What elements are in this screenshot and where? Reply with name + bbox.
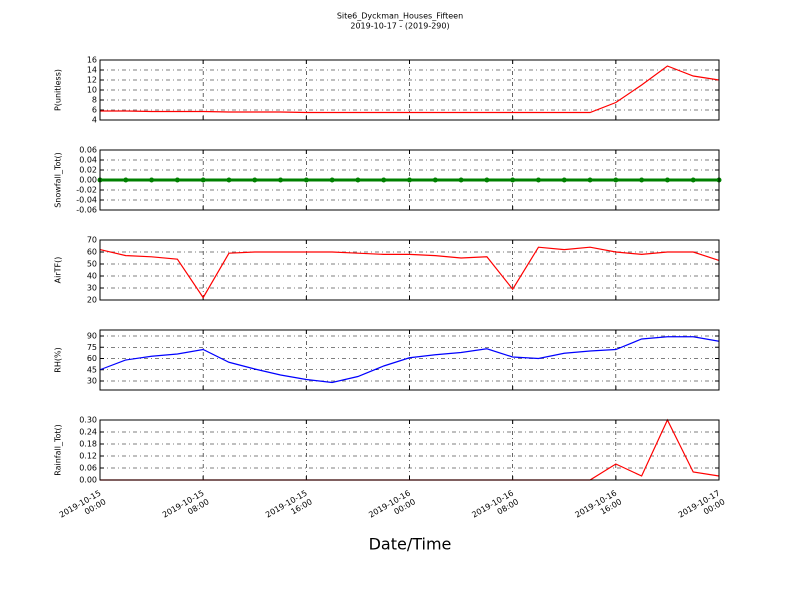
data-line [100, 65, 720, 114]
plot-frame [99, 239, 720, 301]
y-tick-label: 40 [87, 272, 97, 281]
y-tick-label: 30 [87, 284, 97, 293]
y-tick-label: -0.02 [76, 186, 97, 195]
data-point [226, 177, 232, 183]
y-tick-label: 50 [87, 260, 97, 269]
y-tick-label: 0.30 [79, 416, 97, 425]
y-tick-label: 10 [87, 86, 97, 95]
y-tick-label: 70 [87, 236, 97, 245]
x-axis-label: Date/Time [369, 535, 452, 554]
data-point [381, 177, 387, 183]
data-point [303, 177, 309, 183]
y-tick-label: -0.04 [76, 196, 97, 205]
data-point [123, 177, 129, 183]
y-tick-label: 14 [87, 66, 97, 75]
y-tick-label: 60 [87, 354, 97, 363]
data-point [639, 177, 645, 183]
data-point [484, 177, 490, 183]
y-axis-label: AirTF() [54, 257, 63, 284]
y-tick-label: 0.00 [79, 176, 97, 185]
y-tick-label: 0.06 [79, 146, 97, 155]
y-tick-label: 0.00 [79, 476, 97, 485]
chart-subtitle: 2019-10-17 - (2019-290) [350, 22, 449, 31]
data-point [278, 177, 284, 183]
data-line [99, 246, 720, 299]
y-tick-label: 0.04 [79, 156, 97, 165]
y-axis-label: Snowfall_Tot() [54, 152, 63, 208]
plot-frame [99, 149, 720, 211]
y-axis-label: Rainfall_Tot() [54, 424, 63, 476]
data-point [587, 177, 593, 183]
y-tick-label: -0.06 [76, 206, 97, 215]
y-tick-label: 12 [87, 76, 97, 85]
data-line [99, 336, 720, 384]
chart-title: Site6_Dyckman_Houses_Fifteen [337, 12, 463, 21]
data-point [690, 177, 696, 183]
data-point [149, 177, 155, 183]
y-tick-label: 20 [87, 296, 97, 305]
y-axis-label: P(unitless) [54, 69, 63, 111]
y-tick-label: 0.12 [79, 452, 97, 461]
y-axis-label: RH(%) [54, 347, 63, 372]
y-tick-label: 45 [87, 365, 97, 374]
data-point [613, 177, 619, 183]
y-tick-label: 0.02 [79, 166, 97, 175]
plot-frame [99, 59, 720, 121]
data-point [432, 177, 438, 183]
data-point [252, 177, 258, 183]
y-tick-label: 75 [87, 343, 97, 352]
data-point [174, 177, 180, 183]
y-tick-label: 0.18 [79, 440, 97, 449]
data-point [355, 177, 361, 183]
data-point [200, 177, 206, 183]
plot-frame [99, 419, 720, 481]
data-point [561, 177, 567, 183]
data-point [407, 177, 412, 183]
y-tick-label: 0.24 [79, 428, 97, 437]
y-tick-label: 4 [92, 116, 97, 125]
data-point [329, 177, 335, 183]
y-tick-label: 30 [87, 377, 97, 386]
plot-frame [99, 329, 720, 391]
data-point [535, 177, 541, 183]
y-tick-label: 60 [87, 248, 97, 257]
y-tick-label: 6 [92, 106, 97, 115]
data-point [510, 177, 516, 183]
y-tick-label: 0.06 [79, 464, 97, 473]
y-tick-label: 8 [92, 96, 97, 105]
y-tick-label: 16 [87, 56, 97, 65]
data-point [458, 177, 464, 183]
data-point [664, 177, 670, 183]
y-tick-label: 90 [87, 332, 97, 341]
